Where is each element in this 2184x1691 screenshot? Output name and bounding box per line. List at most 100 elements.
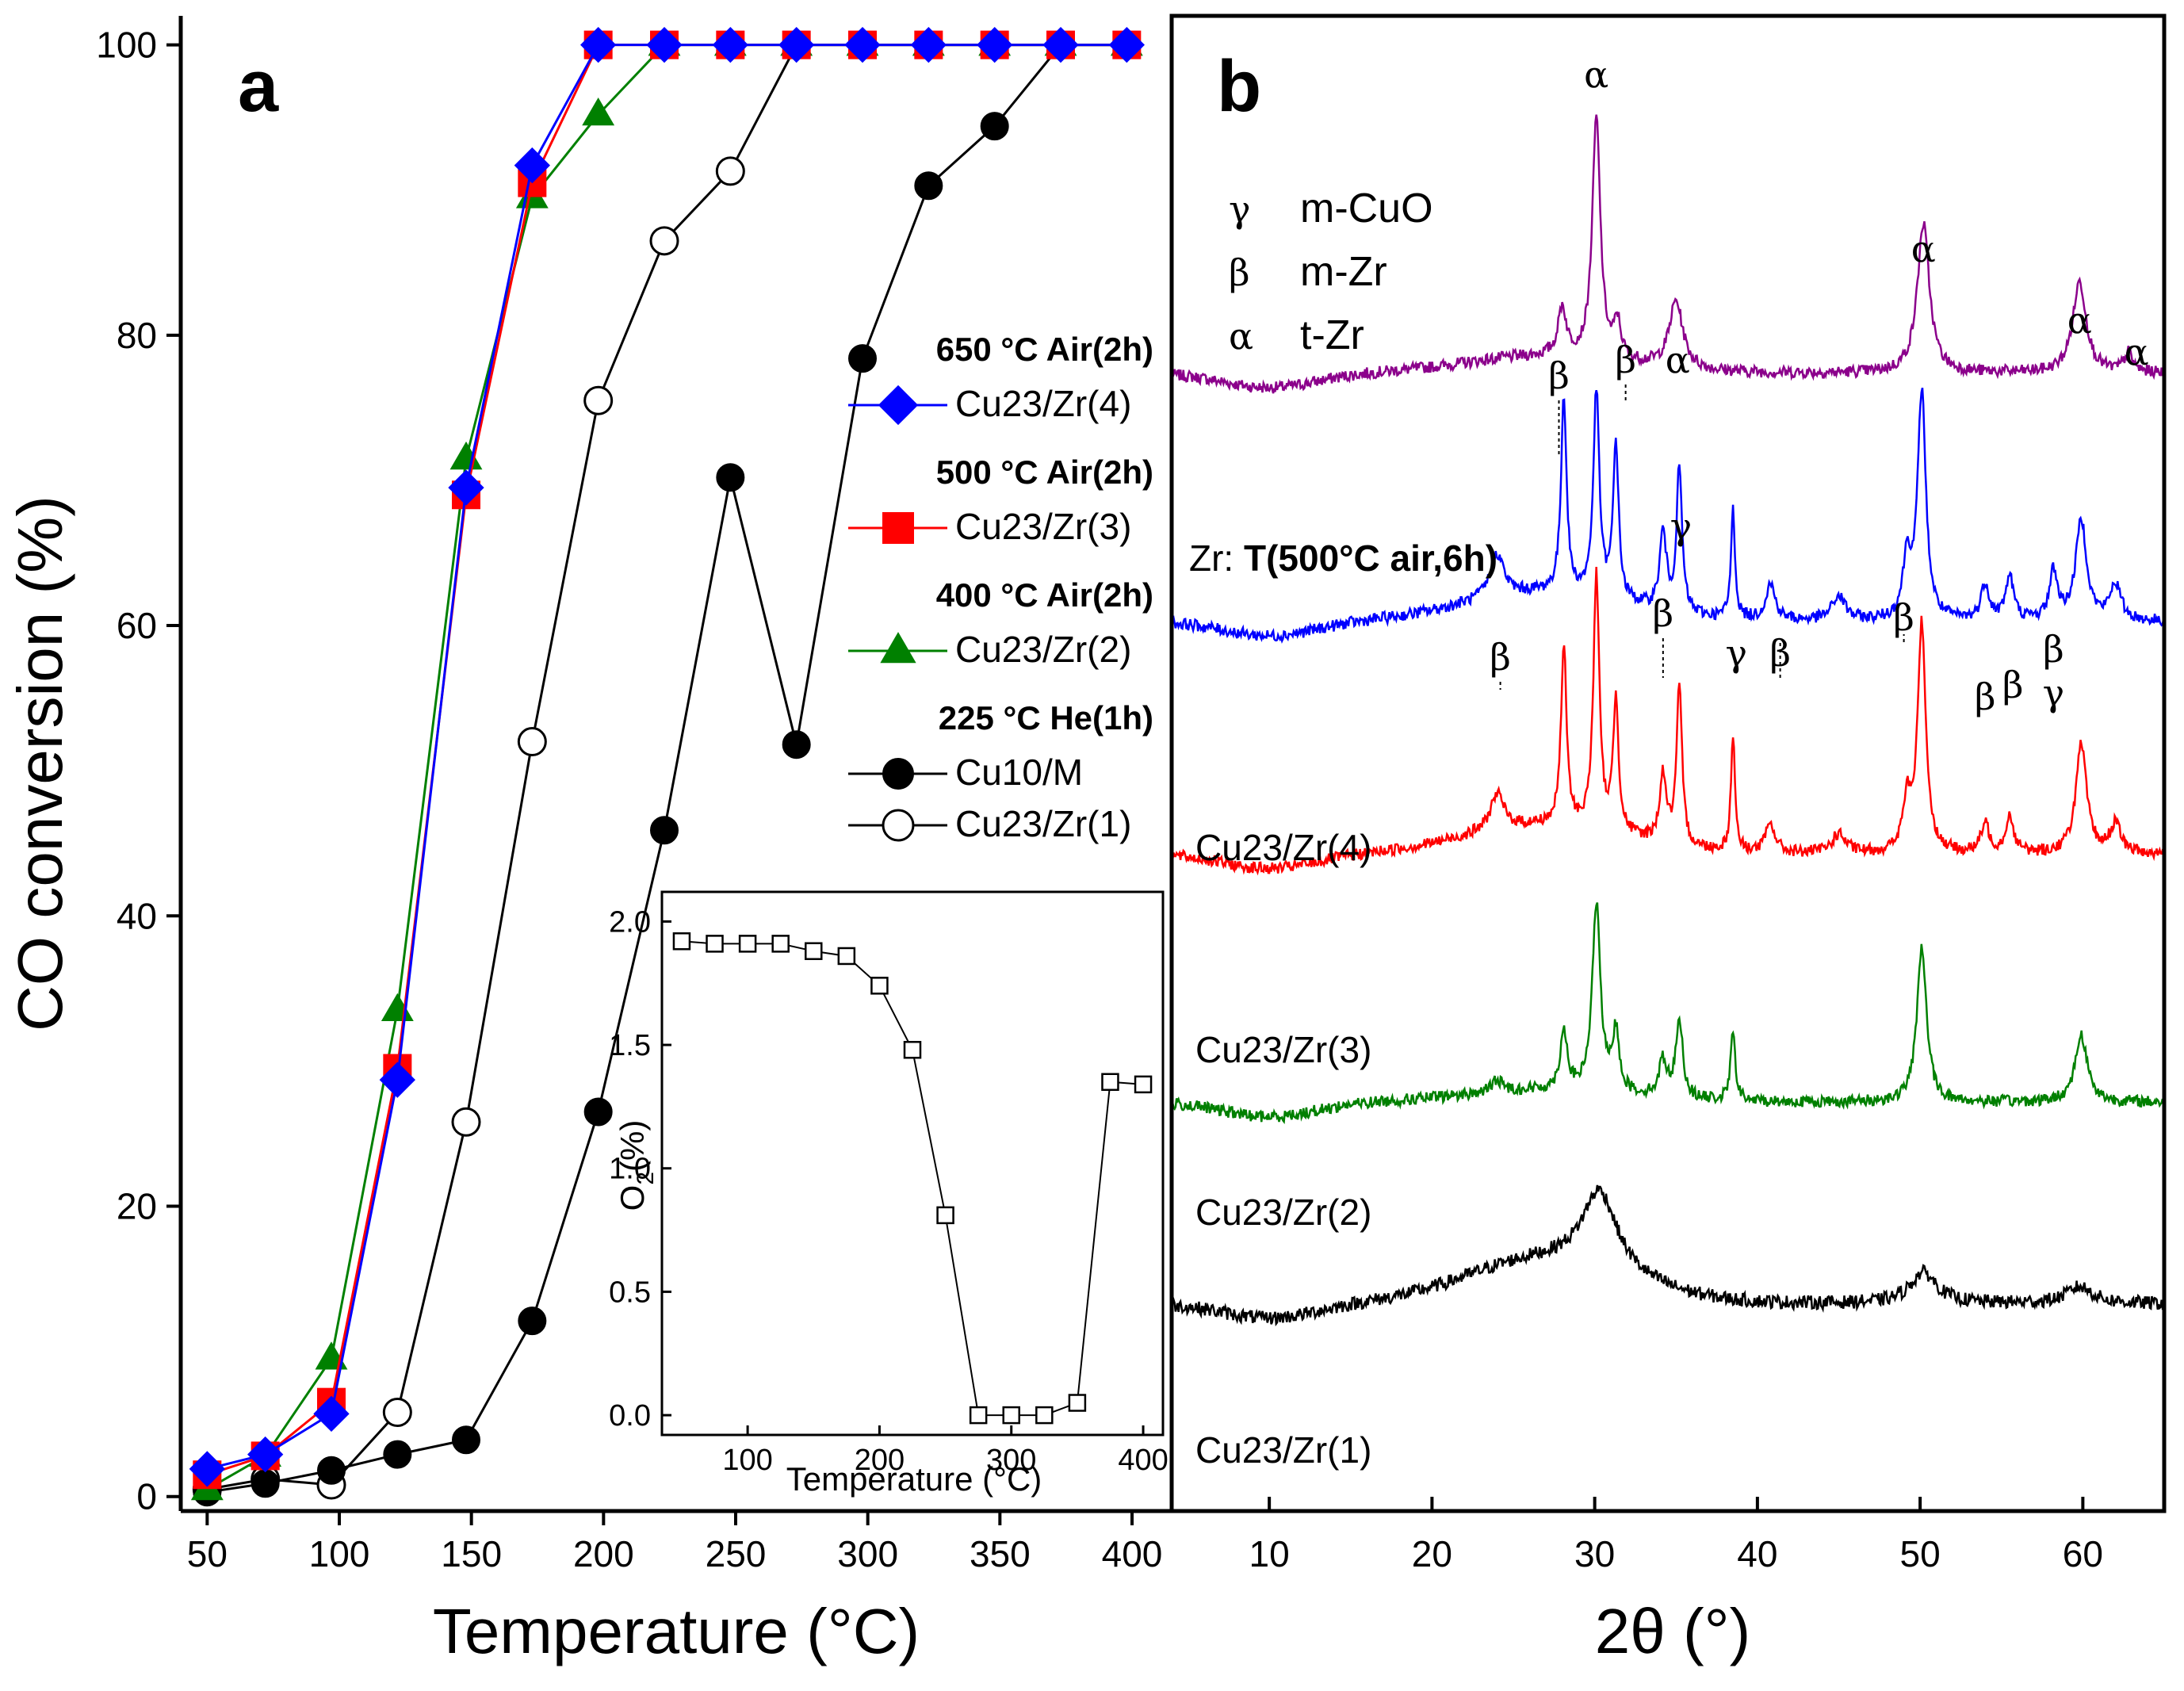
series-zr1-point — [517, 727, 547, 757]
series-zr4-point — [778, 26, 815, 63]
legend-marker — [878, 384, 919, 426]
panel-a-y-tick-label: 20 — [117, 1185, 157, 1226]
phase-key-name: m-Zr — [1300, 249, 1387, 295]
series-cu10-point — [782, 730, 811, 759]
peak-label: β — [2043, 628, 2064, 671]
xrd-trace-3 — [1170, 567, 2164, 876]
inset-point — [1002, 1406, 1020, 1425]
series-zr4-point — [910, 26, 947, 63]
peak-label: α — [2125, 331, 2149, 373]
legend-entry-label: Cu23/Zr(3) — [955, 506, 1131, 547]
xrd-trace-5 — [1170, 1184, 2165, 1327]
panel-a-x-tick-label: 350 — [970, 1533, 1031, 1574]
series-cu10-point — [914, 171, 943, 201]
panel-a-letter: a — [238, 46, 279, 127]
series-cu10-point — [452, 1425, 480, 1455]
inset-point — [837, 947, 856, 966]
series-zr4-point — [844, 26, 881, 63]
inset-point — [706, 935, 724, 953]
inset-o2-plot: 100 200 300 400 0.0 0.5 1.0 1.5 2.0 Temperature … — [609, 890, 1168, 1498]
series-zr1-point — [451, 1107, 481, 1137]
series-zr1-point — [715, 156, 745, 186]
series-cu10-point — [317, 1456, 346, 1485]
panel-a-x-tick-label: 250 — [706, 1533, 767, 1574]
panel-a-x-tick-label: 400 — [1102, 1533, 1163, 1574]
series-zr4-point — [646, 26, 683, 63]
panel-b-x-title: 2θ (°) — [1595, 1596, 1750, 1666]
legend-marker — [880, 632, 916, 664]
inset-y-tick-label: 0.5 — [609, 1276, 651, 1309]
panel-b-ticks: 10 20 30 40 50 60 — [1249, 1497, 2103, 1574]
peak-label: β — [1653, 592, 1674, 635]
series-zr4-point — [1108, 26, 1145, 63]
inset-y-tick-label: 1.5 — [609, 1029, 651, 1062]
series-cu10-point — [518, 1307, 547, 1336]
inset-point — [1134, 1075, 1153, 1094]
series-zr1-point — [649, 226, 679, 256]
series-zr4-point — [1042, 26, 1079, 63]
inset-point — [738, 935, 757, 953]
inset-y-tick-label: 0.0 — [609, 1399, 651, 1433]
panel-a-series — [189, 26, 1145, 1507]
panel-a-x-title: Temperature (°C) — [433, 1596, 920, 1666]
panel-b-x-tick-label: 50 — [1900, 1533, 1941, 1574]
peak-label: γ — [2043, 671, 2065, 714]
series-zr4-point — [712, 26, 748, 63]
panel-a-x-tick-label: 50 — [187, 1533, 228, 1574]
peak-label: β — [1548, 354, 1570, 397]
series-cu10-point — [716, 463, 745, 492]
panel-b-x-tick-label: 60 — [2063, 1533, 2103, 1574]
trace-label: Cu23/Zr(3) — [1195, 1029, 1371, 1070]
inset-series — [672, 932, 1153, 1425]
inset-point — [969, 1406, 988, 1425]
legend-entry-label: Cu23/Zr(1) — [955, 803, 1131, 844]
panel-a-legend: 650 °C Air(2h) Cu23/Zr(4) 500 °C Air(2h) Cu… — [848, 331, 1153, 844]
panel-b-x-tick-label: 20 — [1412, 1533, 1452, 1574]
panel-a-y-tick-label: 0 — [136, 1476, 157, 1517]
panel-b-x-tick-label: 30 — [1574, 1533, 1615, 1574]
series-zr2-point — [582, 97, 615, 126]
xrd-trace-4 — [1170, 902, 2165, 1124]
inset-x-tick-label: 400 — [1118, 1444, 1168, 1477]
panel-a-y-tick-label: 80 — [117, 315, 157, 356]
inset-x-tick-label: 200 — [855, 1444, 905, 1477]
inset-point — [672, 932, 691, 951]
inset-point — [805, 942, 823, 960]
panel-b-x-tick-label: 10 — [1249, 1533, 1290, 1574]
inset-point — [1035, 1406, 1054, 1425]
xrd-trace-2 — [1170, 387, 2165, 645]
inset-ticks: 100 200 300 400 0.0 0.5 1.0 1.5 2.0 — [609, 905, 1168, 1477]
series-cu10-point — [650, 816, 679, 845]
inset-y-tick-label: 1.0 — [609, 1153, 651, 1186]
phase-key-symbol: β — [1229, 251, 1250, 294]
inset-x-tick-label: 300 — [986, 1444, 1036, 1477]
panel-b-letter: b — [1217, 46, 1261, 127]
trace-label: Cu23/Zr(1) — [1195, 1429, 1371, 1471]
legend-entry-label: Cu23/Zr(2) — [955, 629, 1131, 670]
panel-a-y-title: CO conversion (%) — [5, 495, 75, 1031]
xrd-trace-1 — [1170, 114, 2165, 394]
trace-label-prefix: Zr: — [1189, 538, 1244, 579]
peak-label: α — [1666, 339, 1690, 381]
panel-a-x-tick-label: 200 — [573, 1533, 634, 1574]
phase-key-name: t-Zr — [1300, 312, 1364, 358]
inset-point — [1101, 1073, 1119, 1091]
legend-marker — [882, 809, 915, 842]
peak-label: β — [1769, 632, 1791, 675]
peak-label: γ — [1670, 505, 1693, 548]
inset-point — [870, 977, 889, 995]
series-zr4-point — [189, 1451, 225, 1487]
series-cu10-point — [251, 1469, 280, 1498]
peak-label: γ — [1725, 632, 1747, 675]
series-zr4-point — [448, 469, 484, 506]
panel-a-x-tick-label: 300 — [837, 1533, 898, 1574]
legend-group-header: 500 °C Air(2h) — [936, 453, 1153, 491]
inset-point — [771, 935, 790, 953]
series-zr4-point — [977, 26, 1013, 63]
peak-label: α — [2067, 299, 2092, 342]
series-zr4-point — [313, 1395, 350, 1432]
trace-label: Zr: T(500°C air,6h) — [1189, 538, 1497, 579]
panel-b-frame — [1169, 13, 2167, 1513]
peak-label: α — [1584, 53, 1608, 96]
